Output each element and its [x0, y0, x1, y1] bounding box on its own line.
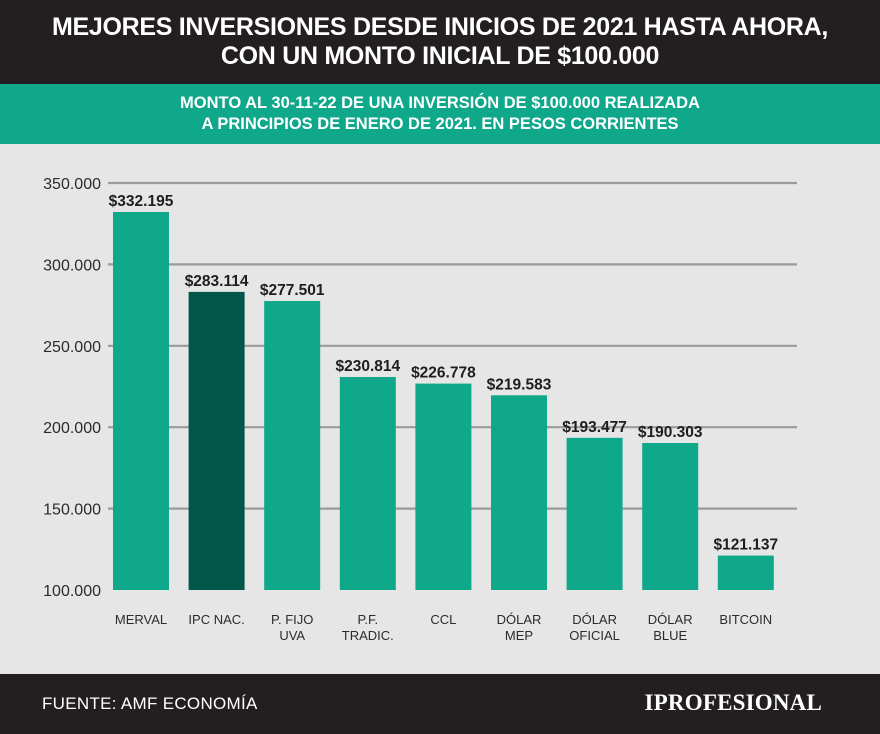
x-tick-label: BITCOIN — [719, 612, 772, 627]
x-tick-label: IPC NAC. — [188, 612, 244, 627]
bar-value-label: $226.778 — [411, 365, 476, 382]
bar-value-label: $332.195 — [109, 193, 174, 210]
bar-value-label: $277.501 — [260, 282, 325, 299]
x-tick-label: MERVAL — [115, 612, 167, 627]
chart-title-banner: MEJORES INVERSIONES DESDE INICIOS DE 202… — [0, 0, 880, 84]
y-tick-label: 100.000 — [43, 583, 101, 600]
bar-value-label: $193.477 — [562, 419, 627, 436]
bar-value-label: $121.137 — [713, 537, 778, 554]
y-tick-label: 300.000 — [43, 257, 101, 274]
x-tick-label: CCL — [430, 612, 456, 627]
x-tick-label: DÓLAR — [572, 612, 617, 627]
x-tick-label: OFICIAL — [569, 628, 620, 643]
footer-bar: FUENTE: AMF ECONOMÍA IPROFESIONAL — [0, 674, 880, 734]
bar — [188, 291, 245, 590]
y-tick-label: 250.000 — [43, 339, 101, 356]
x-tick-label: DÓLAR — [648, 612, 693, 627]
bar — [415, 383, 472, 590]
x-tick-label: BLUE — [653, 628, 687, 643]
bar — [264, 301, 321, 590]
chart-title-line-2: CON UN MONTO INICIAL DE $100.000 — [220, 42, 660, 70]
brand-logo: IPROFESIONAL — [644, 690, 822, 715]
y-tick-label: 350.000 — [43, 176, 101, 193]
bar — [566, 437, 623, 590]
y-tick-label: 200.000 — [43, 420, 101, 437]
bar-chart: 100.000 150.000 200.000 250.000 300.000 350.0… — [43, 176, 797, 643]
bar-value-label: $219.583 — [487, 376, 552, 393]
bar — [642, 442, 699, 590]
x-tick-label: P.F. — [357, 612, 378, 627]
bar-value-label: $230.814 — [335, 358, 400, 375]
bar — [113, 211, 169, 590]
bar — [339, 377, 396, 590]
y-tick-label: 150.000 — [43, 502, 101, 519]
x-tick-label: UVA — [279, 628, 305, 643]
source-credit: FUENTE: AMF ECONOMÍA — [42, 694, 258, 713]
chart-subtitle-line-1: MONTO AL 30-11-22 DE UNA INVERSIÓN DE $1… — [180, 94, 700, 112]
chart-subtitle-line-2: A PRINCIPIOS DE ENERO DE 2021. EN PESOS … — [201, 115, 679, 133]
chart-area: 100.000 150.000 200.000 250.000 300.000 350.0… — [0, 144, 880, 674]
chart-title-line-1: MEJORES INVERSIONES DESDE INICIOS DE 202… — [51, 13, 829, 41]
x-tick-label: MEP — [505, 628, 533, 643]
x-tick-label: TRADIC. — [342, 628, 394, 643]
bar — [491, 395, 547, 590]
x-tick-label: P. FIJO — [271, 612, 313, 627]
bar — [717, 555, 774, 590]
bar-value-label: $190.303 — [638, 424, 703, 441]
bar-value-label: $283.114 — [185, 273, 249, 290]
chart-subtitle-banner: MONTO AL 30-11-22 DE UNA INVERSIÓN DE $1… — [0, 84, 880, 144]
x-tick-label: DÓLAR — [497, 612, 542, 627]
